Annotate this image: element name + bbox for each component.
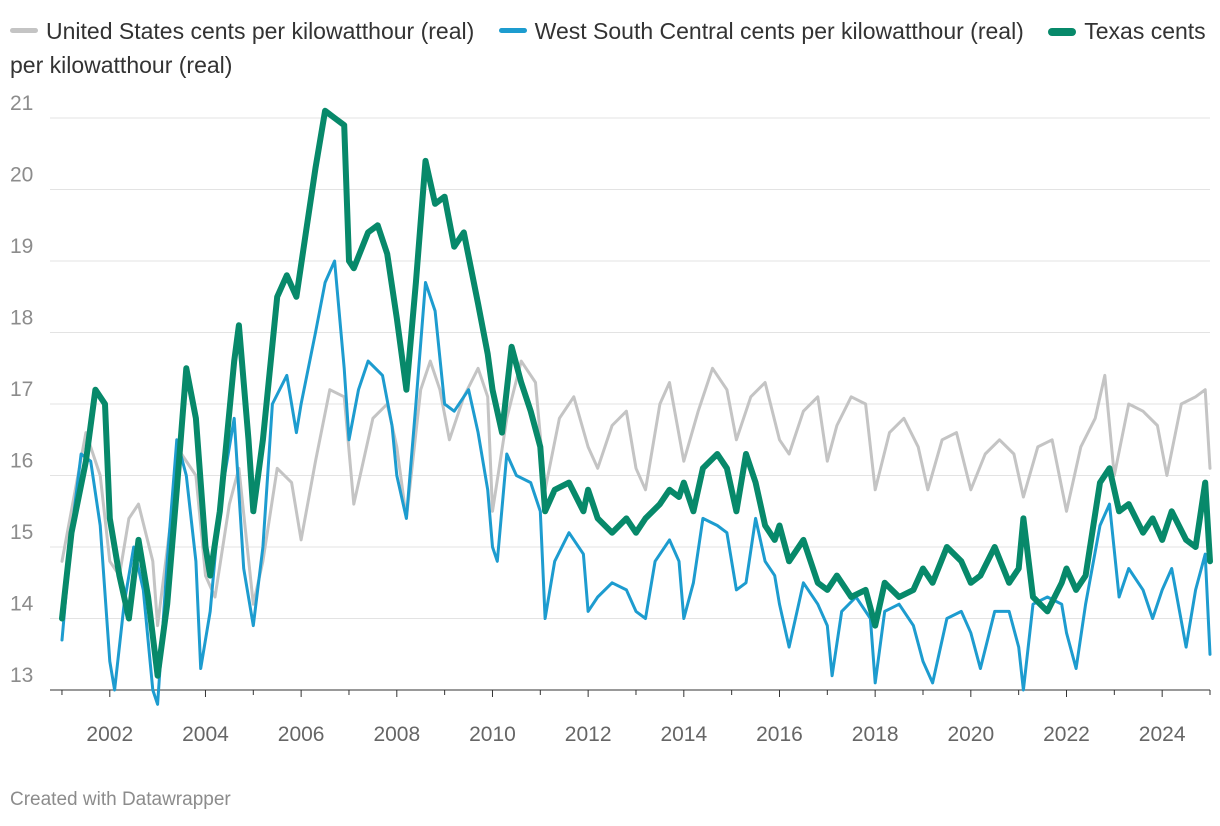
x-tick-label-2002: 2002	[86, 723, 133, 746]
x-tick-label-2020: 2020	[947, 723, 994, 746]
y-tick-label-19: 19	[10, 235, 33, 258]
x-tick-label-2004: 2004	[182, 723, 229, 746]
x-tick-label-2024: 2024	[1139, 723, 1186, 746]
legend-label-texas: Texas cents per kilowatthour (real)	[10, 18, 1206, 78]
legend-label-west-south-central: West South Central cents per kilowatthou…	[534, 18, 1024, 44]
line-chart: 13 14 15 16 17 18 19 20 21 2002 2004 2006 2008 2010 20…	[10, 92, 1213, 746]
y-tick-label-14: 14	[10, 593, 34, 616]
legend-item-texas: Texas cents per kilowatthour (real)	[10, 18, 1206, 78]
x-tick-label-2010: 2010	[469, 723, 516, 746]
x-tick-label-2022: 2022	[1043, 723, 1090, 746]
legend-swatch-united-states	[10, 28, 38, 34]
legend-swatch-west-south-central	[498, 28, 527, 34]
series-line-west-south-central	[60, 259, 1212, 706]
datawrapper-credit: Created with Datawrapper	[10, 789, 231, 810]
y-tick-label-16: 16	[10, 450, 33, 473]
chart-legend: United States cents per kilowatthour (re…	[10, 14, 1210, 82]
legend-label-united-states: United States cents per kilowatthour (re…	[46, 18, 475, 44]
x-tick-label-2018: 2018	[852, 723, 899, 746]
x-tick-label-2016: 2016	[756, 723, 803, 746]
legend-item-united-states: United States cents per kilowatthour (re…	[10, 18, 492, 44]
series-line-united-states	[60, 359, 1212, 628]
x-tick-label-2014: 2014	[660, 723, 707, 746]
x-tick-label-2008: 2008	[373, 723, 420, 746]
y-tick-label-21: 21	[10, 92, 33, 115]
legend-swatch-texas	[1048, 27, 1077, 36]
series-line-texas	[59, 107, 1213, 679]
y-tick-label-13: 13	[10, 664, 33, 687]
x-tick-label-2012: 2012	[565, 723, 612, 746]
y-tick-label-20: 20	[10, 164, 33, 187]
legend-item-west-south-central: West South Central cents per kilowatthou…	[498, 18, 1042, 44]
y-tick-label-17: 17	[10, 378, 33, 401]
y-tick-label-18: 18	[10, 307, 33, 330]
y-tick-label-15: 15	[10, 521, 33, 544]
x-tick-label-2006: 2006	[278, 723, 325, 746]
